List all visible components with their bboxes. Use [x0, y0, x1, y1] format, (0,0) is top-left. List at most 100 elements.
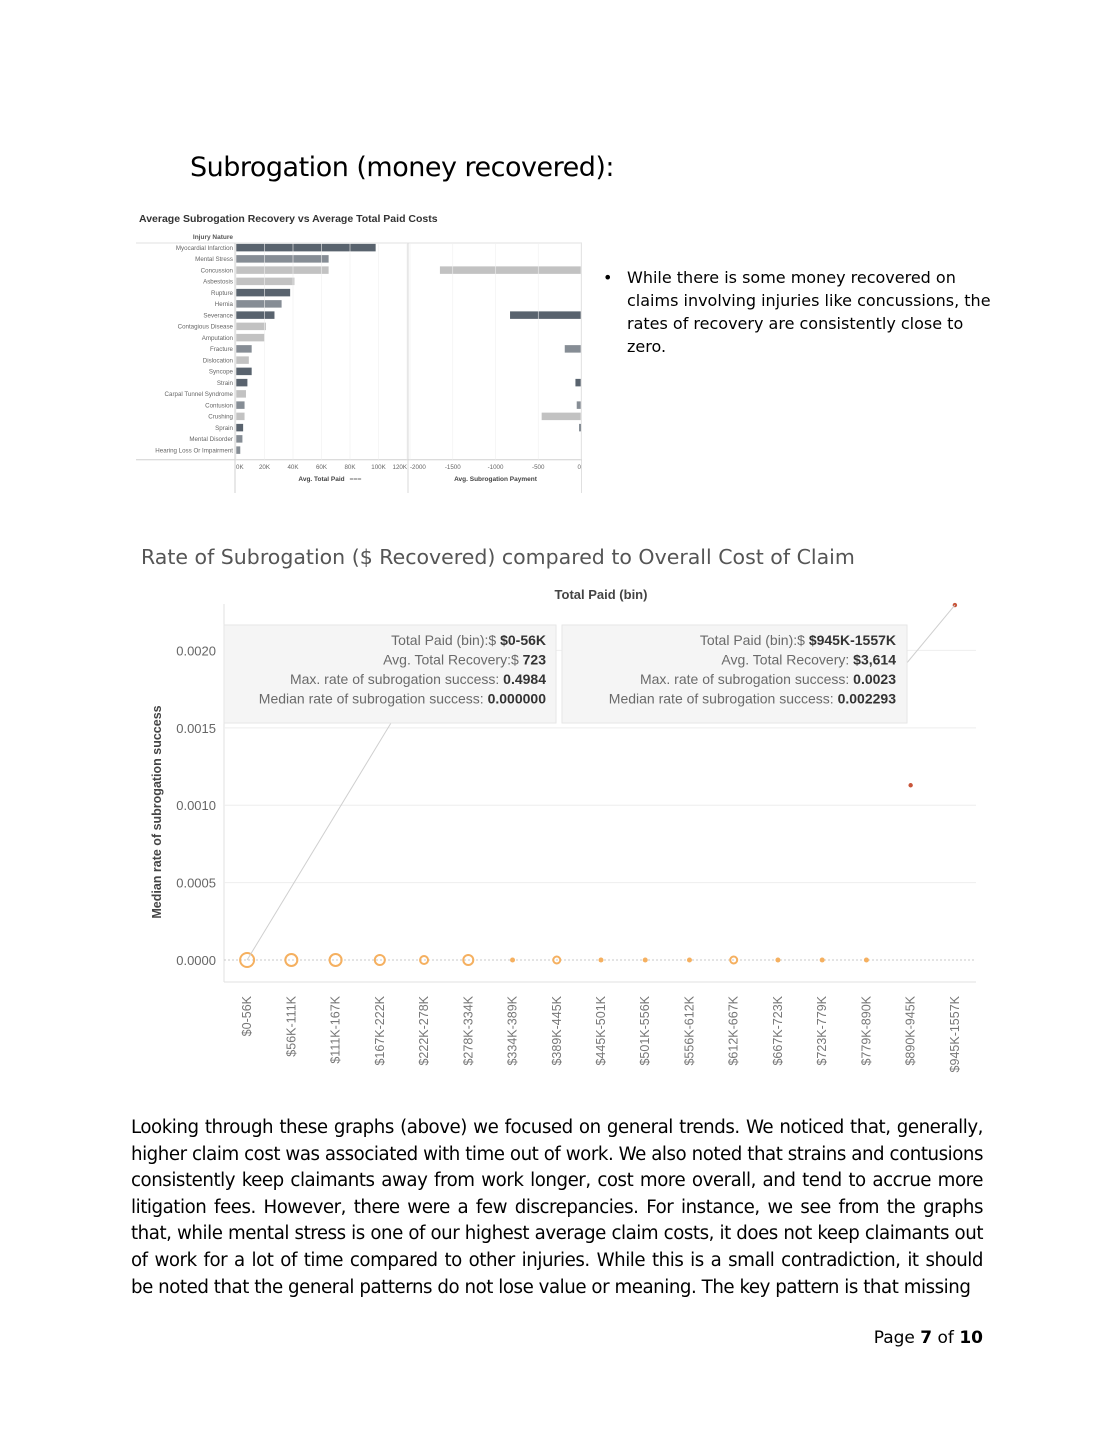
- chart2-point: [373, 954, 386, 966]
- tooltip-label: Avg. Total Recovery:$: [383, 652, 523, 668]
- tooltip-line: Max. rate of subrogation success: 0.0023: [640, 671, 896, 687]
- chart1-bar-subrogation: [579, 423, 581, 432]
- chart1-title: Average Subrogation Recovery vs Average …: [139, 213, 438, 225]
- tooltip-value: 723: [523, 652, 547, 668]
- tooltip-line: Median rate of subrogation success: 0.00…: [609, 691, 896, 707]
- chart2-xtick-label: $890K-945K: [904, 995, 918, 1065]
- chart1-bar-total-paid: [236, 322, 266, 331]
- chart1-xtick-total-paid: 60K: [316, 464, 328, 471]
- chart2-point: [686, 957, 692, 963]
- section-heading: Subrogation (money recovered):: [190, 152, 615, 183]
- tooltip-value: $0-56K: [500, 632, 546, 648]
- tooltip-box: [561, 624, 908, 724]
- chart2-xtick-label: $222K-278K: [417, 995, 431, 1065]
- chart2-ytick-label: 0.0005: [176, 876, 216, 891]
- chart1-bar-total-paid: [236, 367, 252, 376]
- bullet-note: • While there is some money recovered on…: [603, 266, 995, 358]
- chart1-category-label: Mental Disorder: [189, 436, 233, 443]
- chart1-bar-subrogation: [510, 311, 581, 319]
- chart1-category-label: Sprain: [215, 425, 233, 432]
- chart2-xtick-label: $167K-222K: [373, 995, 387, 1065]
- tooltip-box: [223, 624, 557, 724]
- chart1-category-label: Amputation: [202, 335, 234, 342]
- chart2-xtick-label: $501K-556K: [638, 995, 652, 1065]
- chart1-bar-total-paid: [236, 288, 291, 297]
- chart1-row-header: Injury Nature: [193, 234, 233, 241]
- chart1-category-label: Rupture: [211, 290, 234, 297]
- subrogation-vs-paid-bar-chart: Average Subrogation Recovery vs Average …: [136, 213, 582, 493]
- chart1-bar-total-paid: [236, 255, 329, 263]
- chart1-xlabel: Avg. Total Paid: [298, 476, 344, 483]
- chart2-xtick-label: $667K-723K: [771, 995, 785, 1065]
- tooltip-value: $3,614: [853, 652, 896, 668]
- chart1-xtick-subrogation: 0: [578, 464, 582, 471]
- sort-icon: ⩶: [350, 476, 362, 483]
- chart2-xtick-label: $556K-612K: [682, 995, 696, 1065]
- chart1-category-label: Severance: [203, 312, 233, 319]
- subrogation-rate-scatter-chart: Total Paid (bin) 0.0000 0.0005 0.0010 0.0015…: [150, 587, 976, 1072]
- chart1-category-label: Carpal Tunnel Syndrome: [165, 391, 234, 398]
- chart2-ytick-label: 0.0010: [176, 798, 216, 813]
- chart2-ytick-label: 0.0020: [176, 643, 216, 658]
- footer-middle: of: [932, 1328, 960, 1348]
- chart1-bar-total-paid: [236, 401, 245, 409]
- tooltip-label: Total Paid (bin):$: [700, 632, 809, 648]
- chart2-title: Rate of Subrogation ($ Recovered) compar…: [141, 545, 855, 569]
- tooltip-value: $945K-1557K: [809, 632, 896, 648]
- chart2-point: [462, 954, 475, 966]
- chart2-point: [642, 957, 648, 963]
- chart2-xtick-label: $0-56K: [240, 995, 254, 1036]
- chart1-category-label: Concussion: [201, 267, 234, 274]
- chart1-bar-total-paid: [236, 446, 241, 454]
- chart1-category-label: Crushing: [208, 414, 233, 421]
- tooltip-line: Median rate of subrogation success: 0.00…: [259, 691, 546, 707]
- chart1-category-label: Syncope: [209, 369, 234, 376]
- chart1-xtick-total-paid: 20K: [259, 464, 271, 471]
- chart2-xtick-label: $278K-334K: [461, 995, 475, 1065]
- tooltip-value: 0.000000: [488, 691, 547, 707]
- bullet-dot-icon: •: [603, 268, 613, 287]
- tooltip-line: Max. rate of subrogation success: 0.4984: [290, 671, 546, 687]
- footer-total-pages: 10: [959, 1328, 983, 1348]
- chart1-bar-subrogation: [575, 378, 581, 387]
- chart1-bar-total-paid: [236, 277, 295, 286]
- chart2-point: [908, 783, 913, 788]
- chart2-point: [239, 952, 256, 968]
- tooltip-label: Total Paid (bin):$: [391, 632, 500, 648]
- chart1-bar-total-paid: [236, 435, 243, 443]
- chart2-point: [284, 953, 299, 967]
- chart1-bar-total-paid: [236, 390, 246, 398]
- chart1-category-label: Asbestosis: [203, 279, 233, 286]
- chart1-xtick-subrogation: -500: [532, 464, 545, 471]
- chart2-point: [819, 957, 825, 963]
- chart1-xtick-subrogation: -2000: [410, 464, 426, 471]
- chart1-bar-total-paid: [236, 266, 329, 274]
- chart2-xtick-label: $334K-389K: [506, 995, 520, 1065]
- tooltip-label: Avg. Total Recovery:: [721, 652, 853, 668]
- chart1-bar-subrogation: [564, 345, 581, 353]
- chart1-bar-total-paid: [236, 333, 265, 342]
- chart1-bar-total-paid: [236, 300, 282, 308]
- chart1-bar-subrogation: [439, 266, 581, 274]
- chart1-bar-total-paid: [236, 345, 252, 353]
- chart2-point: [863, 957, 869, 963]
- chart2-point: [510, 957, 516, 963]
- chart1-xtick-total-paid: 100K: [371, 464, 386, 471]
- chart1-category-label: Mental Stress: [195, 256, 233, 263]
- chart2-point: [729, 955, 739, 965]
- chart1-xtick-subrogation: -1500: [445, 464, 461, 471]
- chart1-category-label: Myocardial Infarction: [176, 245, 234, 252]
- page-footer: Page 7 of 10: [874, 1328, 983, 1348]
- tooltip-value: 0.002293: [838, 691, 897, 707]
- chart2-point: [552, 955, 562, 965]
- chart1-xlabel: Avg. Subrogation Payment: [454, 476, 538, 483]
- tooltip-leader-line: [246, 722, 392, 961]
- tooltip-value: 0.4984: [503, 671, 546, 687]
- chart1-category-label: Strain: [217, 380, 234, 387]
- tooltip-line: Avg. Total Recovery: $3,614: [721, 652, 896, 668]
- tooltip-line: Avg. Total Recovery:$ 723: [383, 652, 546, 668]
- chart1-category-label: Hearing Loss Or Impairment: [155, 447, 233, 454]
- tooltip-line: Total Paid (bin):$ $0-56K: [391, 632, 546, 648]
- chart1-category-label: Hernia: [215, 301, 234, 308]
- chart2-point: [775, 957, 781, 963]
